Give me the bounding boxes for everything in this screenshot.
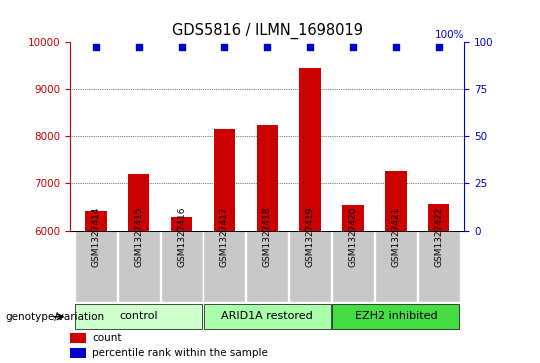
Point	[434, 45, 443, 50]
Bar	[171, 217, 192, 231]
Bar	[118, 231, 160, 302]
Text: genotype/variation: genotype/variation	[5, 312, 105, 322]
Bar	[160, 231, 202, 302]
Bar	[70, 333, 86, 343]
Text: control: control	[119, 311, 158, 321]
Bar	[75, 231, 117, 302]
Bar	[256, 125, 278, 231]
Text: GSM1327416: GSM1327416	[177, 206, 186, 267]
Bar	[214, 129, 235, 231]
Bar	[128, 174, 150, 231]
Text: GSM1327421: GSM1327421	[392, 207, 400, 267]
Bar	[428, 204, 449, 231]
Bar	[204, 305, 330, 329]
Point	[263, 45, 272, 50]
Text: GSM1327414: GSM1327414	[91, 207, 100, 267]
Text: percentile rank within the sample: percentile rank within the sample	[92, 348, 268, 358]
Text: GSM1327419: GSM1327419	[306, 206, 315, 267]
Title: GDS5816 / ILMN_1698019: GDS5816 / ILMN_1698019	[172, 23, 363, 39]
Text: GSM1327418: GSM1327418	[263, 206, 272, 267]
Point	[134, 45, 143, 50]
Bar	[204, 231, 246, 302]
Bar	[70, 348, 86, 358]
Point	[392, 45, 400, 50]
Bar	[418, 231, 460, 302]
Point	[177, 45, 186, 50]
Bar	[300, 68, 321, 231]
Bar	[342, 205, 364, 231]
Point	[92, 45, 100, 50]
Bar	[385, 171, 407, 231]
Text: GSM1327415: GSM1327415	[134, 206, 143, 267]
Text: EZH2 inhibited: EZH2 inhibited	[355, 311, 437, 321]
Point	[306, 45, 314, 50]
Text: GSM1327420: GSM1327420	[348, 207, 357, 267]
Bar	[85, 211, 106, 231]
Bar	[332, 231, 374, 302]
Point	[349, 45, 357, 50]
Text: GSM1327422: GSM1327422	[434, 207, 443, 267]
Text: count: count	[92, 334, 122, 343]
Bar	[375, 231, 417, 302]
Bar	[289, 231, 331, 302]
Bar	[333, 305, 459, 329]
Bar	[246, 231, 288, 302]
Point	[220, 45, 229, 50]
Bar	[76, 305, 202, 329]
Text: ARID1A restored: ARID1A restored	[221, 311, 313, 321]
Text: GSM1327417: GSM1327417	[220, 206, 229, 267]
Text: 100%: 100%	[435, 30, 464, 40]
